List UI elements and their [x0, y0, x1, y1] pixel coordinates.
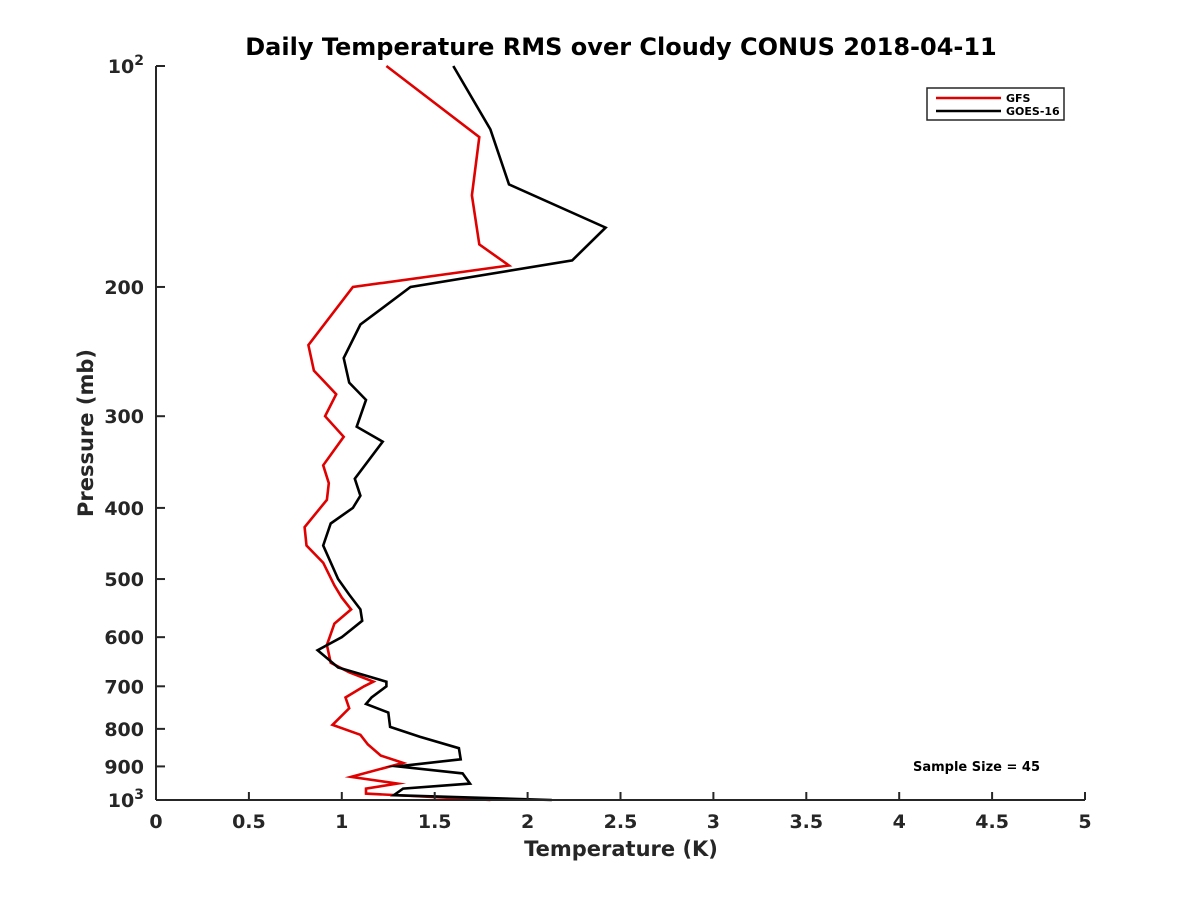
- legend-label: GFS: [1006, 92, 1031, 105]
- x-tick-label: 3.5: [789, 811, 823, 833]
- x-tick-label: 1.5: [418, 811, 452, 833]
- x-tick-label: 0.5: [232, 811, 266, 833]
- y-tick-label: 400: [104, 498, 144, 520]
- y-tick-label: 800: [104, 719, 144, 741]
- y-ticks: 102 200 300 400 500 600 700 800 900 103: [104, 53, 165, 812]
- sample-size-annotation: Sample Size = 45: [913, 760, 1040, 775]
- legend-label: GOES-16: [1006, 105, 1060, 118]
- y-tick-label: 900: [104, 756, 144, 778]
- x-tick-label: 3: [707, 811, 720, 833]
- x-tick-label: 2.5: [604, 811, 638, 833]
- y-axis-label: Pressure (mb): [74, 349, 98, 517]
- y-tick-label: 600: [104, 627, 144, 649]
- y-tick-label: 200: [104, 277, 144, 299]
- y-tick-label: 300: [104, 406, 144, 428]
- y-tick-label: 500: [104, 569, 144, 591]
- series-line-gfs: [303, 64, 513, 802]
- chart-title: Daily Temperature RMS over Cloudy CONUS …: [245, 33, 997, 61]
- x-tick-label: 4.5: [975, 811, 1009, 833]
- x-tick-label: 5: [1078, 811, 1091, 833]
- x-tick-label: 1: [335, 811, 348, 833]
- y-tick-label: 102: [108, 53, 144, 78]
- axes-layer: [155, 66, 1085, 801]
- x-axis-label: Temperature (K): [524, 837, 718, 861]
- y-tick-label: 700: [104, 676, 144, 698]
- x-ticks: 0 0.5 1 1.5 2 2.5 3 3.5 4 4.5 5: [149, 792, 1092, 833]
- series-layer: [303, 64, 608, 802]
- x-tick-label: 4: [893, 811, 906, 833]
- x-tick-label: 0: [149, 811, 162, 833]
- series-line-goes-16: [315, 65, 608, 802]
- y-tick-label: 103: [108, 787, 144, 812]
- x-tick-label: 2: [521, 811, 534, 833]
- legend-box: [926, 87, 1065, 121]
